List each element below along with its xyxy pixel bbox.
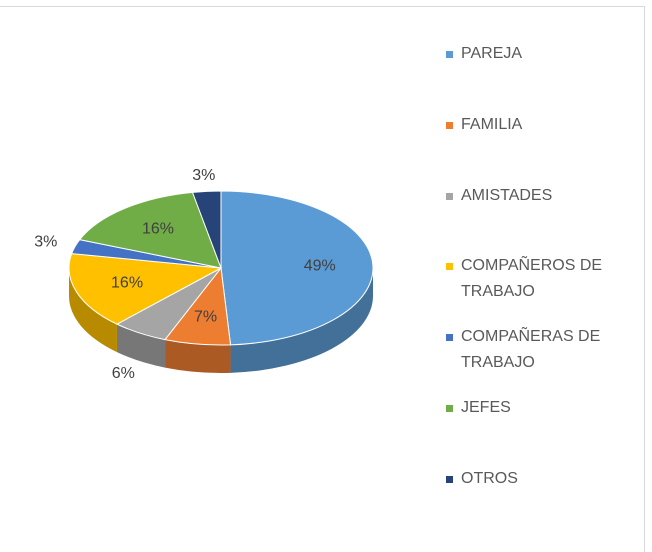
legend-item: FAMILIA [446, 112, 636, 138]
data-label: 3% [192, 167, 215, 184]
slice-side [230, 268, 373, 373]
pie-slice [68, 253, 223, 325]
legend-swatch [446, 192, 453, 200]
legend-item: AMISTADES [446, 183, 636, 209]
data-label: 6% [112, 365, 135, 382]
slice-side [165, 339, 231, 373]
slice-side [116, 324, 166, 368]
pie-slice [78, 191, 222, 269]
chart-frame [0, 6, 645, 552]
legend-label: COMPAÑEROS DE TRABAJO [461, 257, 603, 301]
legend-label: COMPAÑERAS DE TRABAJO [461, 328, 601, 372]
data-label: 3% [34, 233, 57, 250]
data-label: 16% [142, 221, 174, 238]
legend-item: OTROS [446, 466, 636, 492]
pie-slice [220, 190, 374, 346]
legend-label: AMISTADES [461, 186, 553, 204]
pie-slice [191, 190, 222, 269]
legend-swatch [446, 51, 453, 58]
legend-item: COMPAÑEROS DE TRABAJO [446, 253, 636, 305]
legend-item: PAREJA [446, 41, 636, 67]
data-label: 7% [194, 309, 217, 326]
legend-label: PAREJA [461, 45, 523, 62]
legend-swatch [446, 263, 453, 271]
legend-item: COMPAÑERAS DE TRABAJO [446, 324, 636, 376]
legend-item: JEFES [446, 395, 636, 421]
legend-label: FAMILIA [461, 115, 523, 133]
data-label: 16% [111, 275, 143, 292]
legend-label: JEFES [461, 399, 511, 416]
legend-label: OTROS [461, 469, 518, 487]
data-label: 49% [304, 258, 336, 275]
pie-area: 49% 7% 6% 16% 3% 16% 3% [34, 167, 374, 382]
legend-swatch [446, 475, 453, 483]
legend-swatch [446, 334, 453, 342]
legend-swatch [446, 405, 453, 412]
legend-swatch [446, 121, 453, 129]
